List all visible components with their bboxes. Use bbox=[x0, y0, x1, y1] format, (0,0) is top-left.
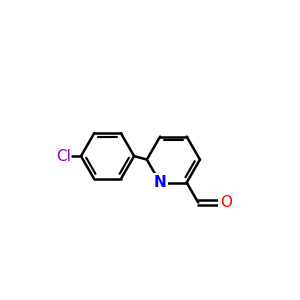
Text: N: N bbox=[154, 175, 166, 190]
Text: Cl: Cl bbox=[56, 148, 71, 164]
Text: O: O bbox=[220, 195, 232, 210]
